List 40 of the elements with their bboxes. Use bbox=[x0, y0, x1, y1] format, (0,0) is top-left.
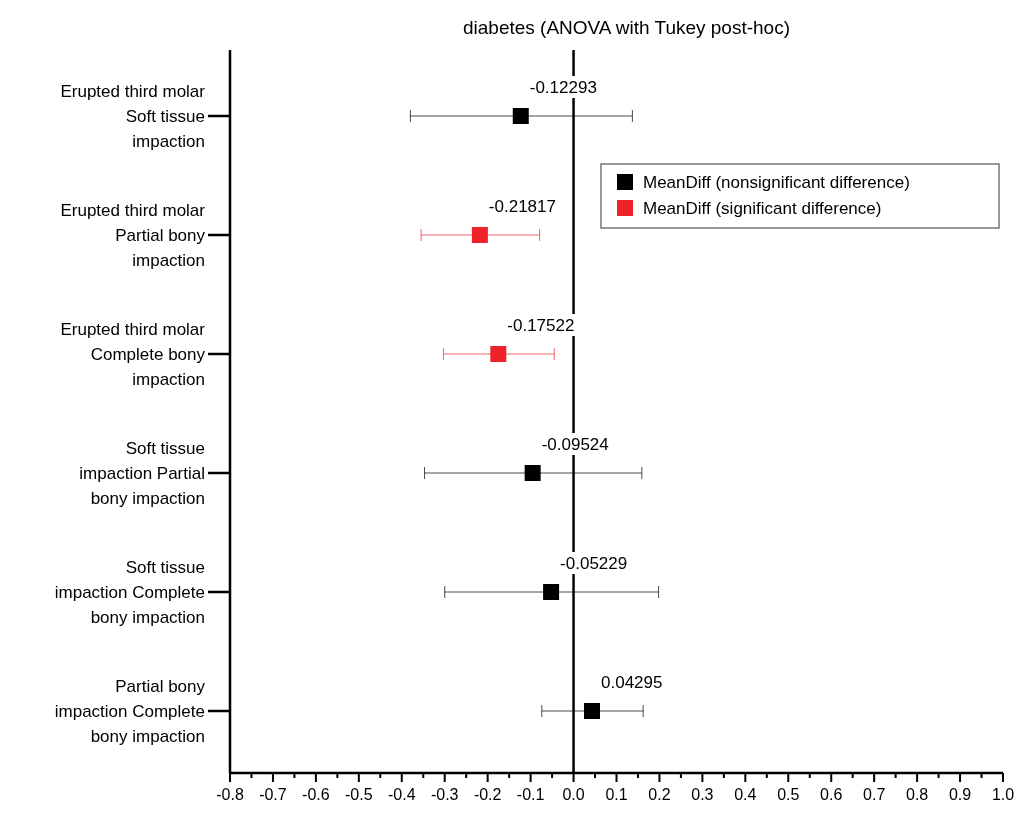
x-tick-label: -0.5 bbox=[345, 786, 373, 803]
x-tick-label: -0.7 bbox=[259, 786, 287, 803]
y-tick-label: Erupted third molar Soft tissue impaction bbox=[60, 82, 206, 151]
data-label: -0.12293 bbox=[529, 78, 597, 97]
x-tick-label: 0.6 bbox=[820, 786, 843, 803]
point bbox=[584, 703, 600, 719]
x-tick-label: -0.2 bbox=[473, 786, 502, 803]
y-tick-label: Erupted third molar Complete bony impaction bbox=[60, 320, 206, 389]
y-tick-label: Partial bony impaction Complete bony impaction bbox=[54, 677, 206, 746]
y-tick-label: Soft tissue impaction Complete bony impaction bbox=[54, 558, 205, 627]
data-label: 0.04295 bbox=[601, 673, 663, 692]
x-tick-label: 0.9 bbox=[948, 786, 972, 803]
data-label: -0.21817 bbox=[488, 197, 556, 216]
x-tick-label: 0.5 bbox=[777, 786, 800, 803]
y-tick-label: Erupted third molar Partial bony impaction bbox=[60, 201, 206, 270]
chart-title: diabetes (ANOVA with Tukey post-hoc) bbox=[462, 17, 791, 38]
x-tick-label: -0.1 bbox=[516, 786, 545, 803]
point bbox=[490, 346, 507, 362]
x-tick-label: 1.0 bbox=[991, 786, 1015, 803]
data-label: -0.09524 bbox=[541, 435, 609, 454]
x-tick-label: 0.4 bbox=[734, 786, 757, 803]
x-tick-label: 0.3 bbox=[691, 786, 714, 803]
y-tick-label: Soft tissue impaction Partial bony impaction bbox=[79, 439, 205, 508]
point bbox=[512, 108, 529, 124]
x-tick-label: -0.6 bbox=[302, 786, 330, 803]
point bbox=[543, 584, 560, 600]
x-tick-label: -0.8 bbox=[216, 786, 244, 803]
point bbox=[471, 227, 488, 243]
data-label: -0.17522 bbox=[507, 316, 575, 335]
x-tick-label: 0.8 bbox=[905, 786, 929, 803]
x-tick-label: 0.7 bbox=[863, 786, 886, 803]
legend-label: MeanDiff (significant difference) bbox=[643, 199, 882, 218]
legend-label: MeanDiff (nonsignificant difference) bbox=[643, 173, 910, 192]
x-tick-label: -0.3 bbox=[430, 786, 459, 803]
x-tick-label: 0.2 bbox=[648, 786, 671, 803]
x-tick-label: 0.0 bbox=[562, 786, 585, 803]
point bbox=[524, 465, 541, 481]
x-tick-label: -0.4 bbox=[387, 786, 416, 803]
data-label: -0.05229 bbox=[560, 554, 628, 573]
x-tick-label: 0.1 bbox=[605, 786, 628, 803]
